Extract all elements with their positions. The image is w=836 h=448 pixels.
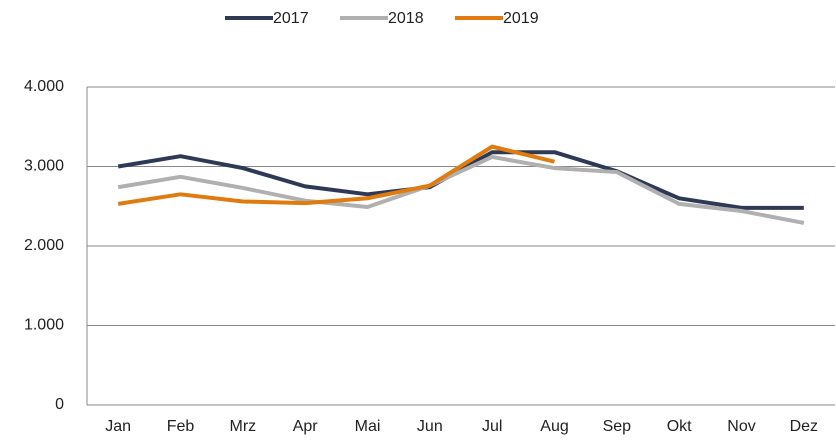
- x-tick-label: Sep: [603, 418, 632, 435]
- x-tick-label: Jan: [105, 418, 131, 435]
- x-tick-label: Mai: [355, 418, 381, 435]
- y-tick-label: 4.000: [24, 78, 64, 95]
- x-tick-label: Dez: [790, 418, 818, 435]
- x-tick-label: Okt: [667, 418, 692, 435]
- x-tick-label: Jul: [482, 418, 502, 435]
- x-tick-label: Aug: [540, 418, 568, 435]
- y-tick-label: 0: [55, 396, 64, 413]
- legend-label: 2017: [273, 10, 309, 27]
- x-tick-label: Jun: [417, 418, 443, 435]
- x-tick-label: Feb: [167, 418, 195, 435]
- x-tick-label: Apr: [293, 418, 319, 435]
- x-tick-label: Mrz: [230, 418, 257, 435]
- y-tick-label: 1.000: [24, 317, 64, 334]
- y-tick-label: 2.000: [24, 237, 64, 254]
- series-line: [117, 154, 805, 225]
- x-tick-label: Nov: [727, 418, 755, 435]
- legend-label: 2019: [503, 10, 539, 27]
- y-tick-label: 3.000: [24, 158, 64, 175]
- series-line: [117, 144, 555, 206]
- legend-label: 2018: [388, 10, 424, 27]
